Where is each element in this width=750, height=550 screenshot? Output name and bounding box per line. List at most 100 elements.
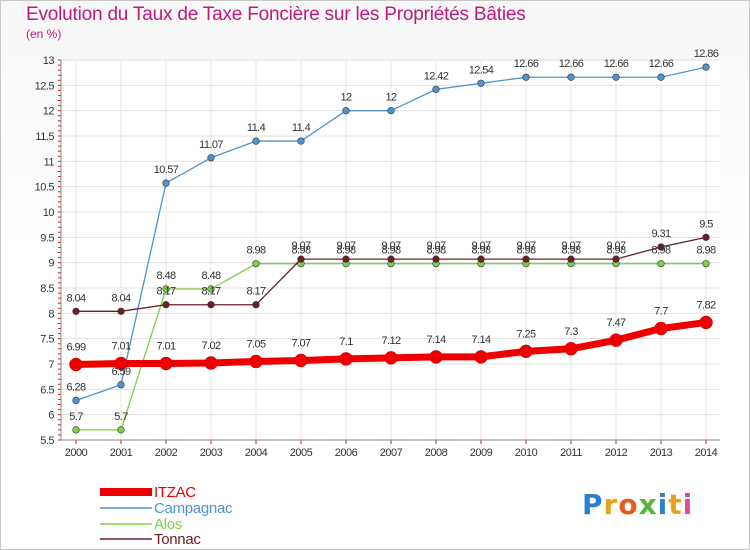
data-point-itzac xyxy=(159,356,173,371)
data-label-itzac: 7.25 xyxy=(516,328,535,340)
data-point-itzac xyxy=(69,357,83,372)
data-point-tonnac xyxy=(117,307,125,315)
data-label-campagnac: 12.66 xyxy=(604,58,629,70)
data-label-campagnac: 12.42 xyxy=(424,70,449,82)
data-label-alos: 8.98 xyxy=(426,245,445,257)
data-label-campagnac: 6.59 xyxy=(111,366,130,378)
data-point-campagnac xyxy=(522,73,530,81)
y-tick-label: 12 xyxy=(43,106,55,118)
data-point-itzac xyxy=(384,351,398,365)
data-point-campagnac xyxy=(387,107,395,115)
data-point-itzac xyxy=(114,356,128,371)
y-tick-label: 6 xyxy=(48,410,54,422)
data-label-itzac: 7.1 xyxy=(339,336,353,348)
x-tick-label: 2003 xyxy=(200,447,223,459)
data-label-campagnac: 12.54 xyxy=(469,64,494,76)
data-point-itzac xyxy=(519,344,533,359)
data-point-alos xyxy=(207,285,215,293)
proxiti-logo: Proxiti xyxy=(582,488,694,521)
data-point-itzac xyxy=(474,350,488,364)
data-label-itzac: 7.3 xyxy=(564,326,578,338)
data-label-tonnac: 9.07 xyxy=(516,240,535,252)
data-point-campagnac xyxy=(117,381,125,389)
data-point-tonnac xyxy=(477,255,485,263)
legend-label-itzac: ITZAC xyxy=(154,484,196,501)
y-tick-label: 11 xyxy=(44,156,55,168)
data-point-alos xyxy=(162,285,170,293)
data-point-alos xyxy=(702,260,710,268)
data-point-tonnac xyxy=(432,255,440,263)
data-point-alos xyxy=(657,260,665,268)
data-label-itzac: 6.99 xyxy=(66,342,85,354)
data-label-campagnac: 12.66 xyxy=(514,58,539,70)
data-label-alos: 8.98 xyxy=(651,245,670,257)
data-point-itzac xyxy=(249,354,263,369)
data-label-tonnac: 8.17 xyxy=(201,286,220,298)
x-tick-label: 2002 xyxy=(155,447,178,459)
data-point-alos xyxy=(72,426,80,434)
data-label-tonnac: 9.5 xyxy=(699,218,713,230)
data-label-alos: 8.98 xyxy=(696,245,715,257)
data-point-campagnac xyxy=(342,107,350,115)
data-point-campagnac xyxy=(477,79,485,87)
data-label-itzac: 7.12 xyxy=(381,335,400,347)
x-tick-label: 2004 xyxy=(245,447,268,459)
data-point-campagnac xyxy=(297,137,305,145)
data-point-tonnac xyxy=(297,255,305,263)
data-label-tonnac: 9.31 xyxy=(651,228,670,240)
data-label-itzac: 7.14 xyxy=(426,334,445,346)
data-label-alos: 8.98 xyxy=(336,245,355,257)
y-tick-label: 11.5 xyxy=(35,131,54,143)
data-label-alos: 8.48 xyxy=(201,270,220,282)
data-point-campagnac xyxy=(72,396,80,405)
data-label-itzac: 7.01 xyxy=(111,340,130,352)
data-point-alos xyxy=(252,260,260,268)
y-tick-label: 7 xyxy=(48,359,54,371)
data-label-itzac: 7.14 xyxy=(471,334,490,346)
data-label-tonnac: 8.04 xyxy=(111,292,130,304)
data-label-tonnac: 9.07 xyxy=(291,240,310,252)
data-point-itzac xyxy=(339,352,353,366)
data-label-tonnac: 8.17 xyxy=(246,286,265,298)
data-point-tonnac xyxy=(522,255,530,263)
data-point-tonnac xyxy=(207,301,215,309)
y-tick-label: 8.5 xyxy=(40,283,54,295)
data-label-alos: 8.48 xyxy=(156,270,175,282)
legend-label-campagnac: Campagnac xyxy=(154,500,233,517)
data-label-campagnac: 12.66 xyxy=(649,58,674,70)
data-label-tonnac: 8.17 xyxy=(156,286,175,298)
data-point-itzac xyxy=(204,356,218,370)
data-label-itzac: 7.47 xyxy=(606,317,625,329)
data-label-campagnac: 6.28 xyxy=(66,381,85,393)
data-point-tonnac xyxy=(387,255,395,263)
data-point-campagnac xyxy=(612,73,620,81)
data-point-tonnac xyxy=(657,243,665,251)
data-point-campagnac xyxy=(252,137,260,145)
y-tick-label: 8 xyxy=(48,308,54,320)
y-tick-label: 12.5 xyxy=(35,80,55,92)
y-tick-label: 7.5 xyxy=(40,334,54,346)
data-point-itzac xyxy=(654,321,668,336)
y-tick-label: 5.5 xyxy=(40,435,54,447)
y-tick-label: 10.5 xyxy=(35,182,55,194)
data-point-campagnac xyxy=(162,179,170,187)
data-label-campagnac: 12 xyxy=(340,92,352,104)
data-label-alos: 8.98 xyxy=(471,245,490,257)
data-label-alos: 5.7 xyxy=(114,411,128,423)
data-label-itzac: 7.7 xyxy=(654,306,668,318)
x-tick-label: 2013 xyxy=(650,447,673,459)
y-tick-label: 9.5 xyxy=(40,232,54,244)
data-label-campagnac: 12.86 xyxy=(694,48,719,60)
data-point-tonnac xyxy=(702,233,710,241)
x-tick-label: 2011 xyxy=(560,447,582,459)
data-label-campagnac: 12 xyxy=(385,92,397,104)
data-point-tonnac xyxy=(72,307,80,315)
data-label-campagnac: 11.4 xyxy=(247,122,266,134)
data-label-alos: 8.98 xyxy=(516,245,535,257)
y-tick-label: 10 xyxy=(43,207,55,219)
data-label-campagnac: 11.07 xyxy=(199,139,223,151)
data-point-itzac xyxy=(564,342,578,356)
chart-title: Evolution du Taux de Taxe Foncière sur l… xyxy=(26,4,526,25)
data-point-itzac xyxy=(429,350,443,364)
